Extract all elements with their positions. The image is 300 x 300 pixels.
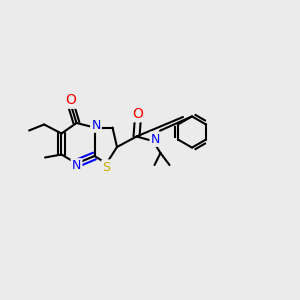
Text: N: N [151,133,160,146]
Text: N: N [91,118,101,132]
Text: O: O [133,107,143,121]
Text: S: S [103,160,110,174]
Text: N: N [72,159,81,172]
Text: O: O [65,94,76,107]
